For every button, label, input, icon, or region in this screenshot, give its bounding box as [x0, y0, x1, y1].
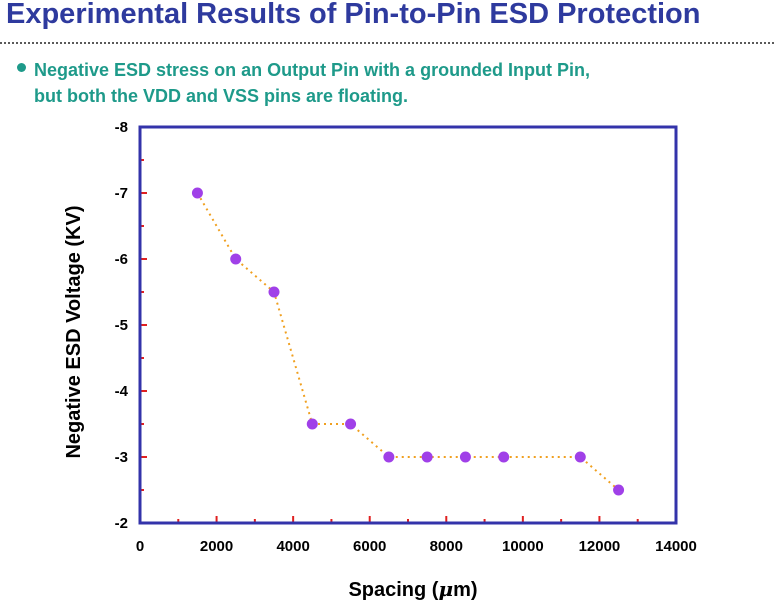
title-divider: [0, 42, 774, 44]
y-tick-label: -8: [115, 119, 128, 136]
plot-frame: [138, 125, 678, 525]
x-axis-title-mu: μ: [438, 577, 453, 601]
x-tick-label: 12000: [579, 538, 621, 555]
data-point: [345, 418, 357, 430]
description-line-2: but both the VDD and VSS pins are floati…: [34, 86, 409, 106]
y-tick-label: -7: [115, 185, 128, 202]
data-point: [498, 451, 510, 463]
x-axis-title-prefix: Spacing (: [348, 579, 438, 601]
x-tick-label: 2000: [200, 538, 233, 555]
data-point: [306, 418, 318, 430]
x-tick-label: 14000: [655, 538, 697, 555]
x-axis-title-suffix: m): [453, 579, 477, 601]
data-point: [191, 187, 203, 199]
data-point: [574, 451, 586, 463]
x-tick-label: 4000: [276, 538, 309, 555]
data-point: [230, 253, 242, 265]
y-axis-title: Negative ESD Voltage (KV): [63, 205, 85, 458]
bullet-icon: [17, 63, 26, 72]
data-point: [421, 451, 433, 463]
y-tick-label: -2: [115, 515, 128, 532]
x-tick-label: 0: [136, 538, 144, 555]
description-line-1: Negative ESD stress on an Output Pin wit…: [34, 60, 591, 80]
x-tick-label: 10000: [502, 538, 544, 555]
y-tick-label: -4: [115, 383, 129, 400]
y-tick-label: -6: [115, 251, 128, 268]
description: Negative ESD stress on an Output Pin wit…: [34, 57, 590, 109]
tick-marks: [139, 126, 677, 524]
data-points: [191, 187, 625, 496]
page-title: Experimental Results of Pin-to-Pin ESD P…: [6, 0, 701, 30]
x-tick-labels: 0 2000 4000 6000 8000 10000 12000 14000: [136, 538, 697, 555]
series-line: [196, 192, 620, 491]
x-axis-title: Spacing (μm): [348, 577, 477, 601]
data-point: [459, 451, 471, 463]
data-point: [383, 451, 395, 463]
y-tick-label: -3: [115, 449, 128, 466]
x-tick-label: 8000: [430, 538, 463, 555]
y-tick-labels: -2 -3 -4 -5 -6 -7 -8: [115, 119, 129, 532]
y-tick-label: -5: [115, 317, 128, 334]
data-point: [268, 286, 280, 298]
data-point: [613, 484, 625, 496]
x-tick-label: 6000: [353, 538, 386, 555]
